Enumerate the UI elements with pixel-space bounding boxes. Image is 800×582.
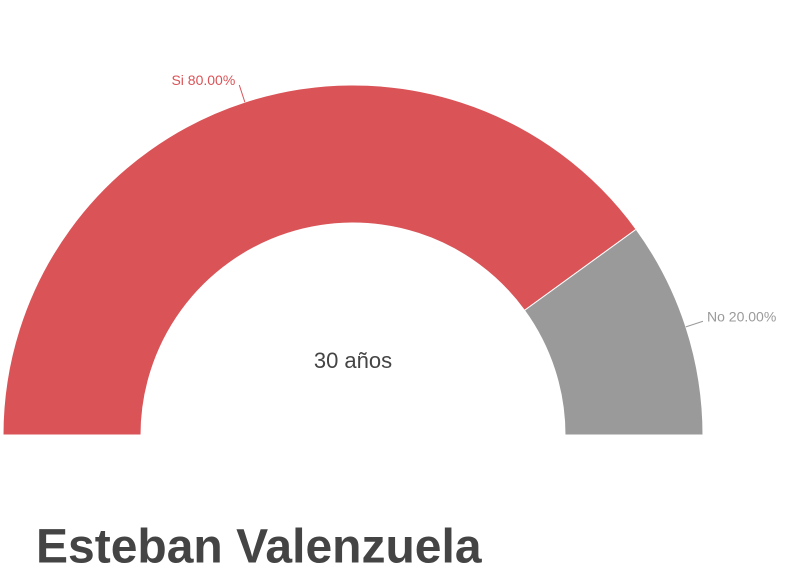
- value-label: 80.00%: [188, 72, 235, 88]
- leader-line: [238, 84, 246, 103]
- leader-line: [685, 320, 704, 328]
- slice-label: No 20.00%: [707, 308, 776, 324]
- category-label: No: [707, 308, 725, 324]
- chart-title: Esteban Valenzuela: [36, 521, 482, 574]
- slice: [2, 84, 637, 436]
- slice-label: Si 80.00%: [171, 72, 235, 88]
- category-label: Si: [171, 72, 183, 88]
- center-label: 30 años: [314, 348, 392, 373]
- value-label: 20.00%: [729, 308, 776, 324]
- slice: [523, 228, 704, 436]
